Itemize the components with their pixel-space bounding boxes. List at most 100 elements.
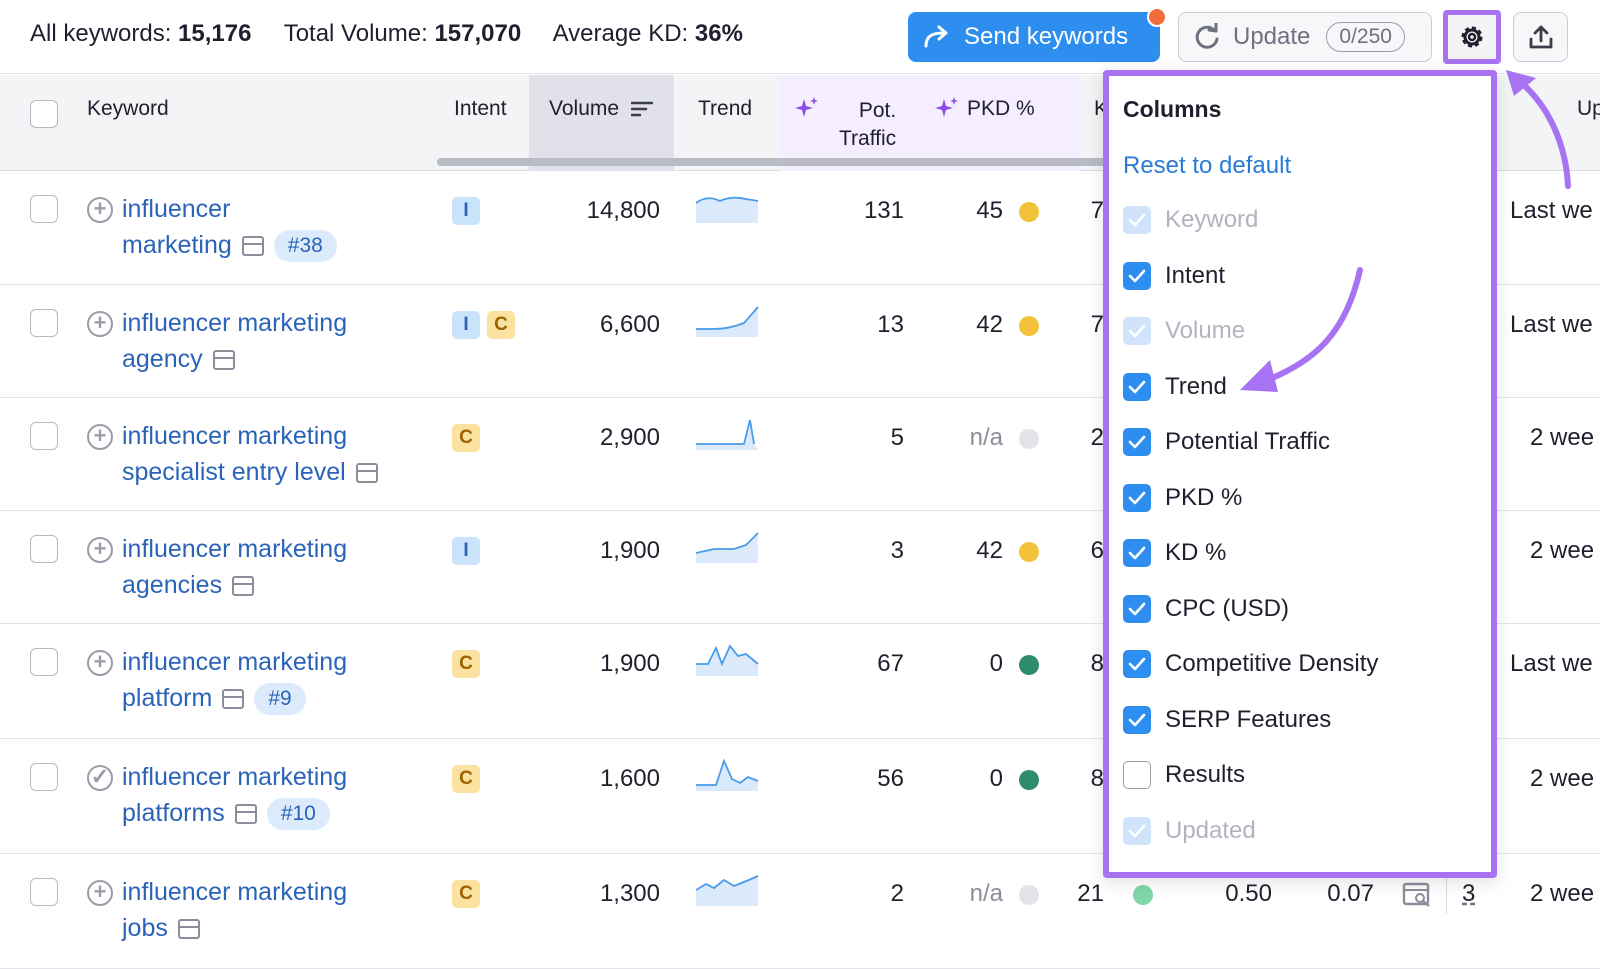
keyword-column-header[interactable]: Keyword <box>87 97 169 120</box>
column-checkbox[interactable] <box>1123 705 1151 734</box>
pot-traffic-value: 5 <box>890 424 904 451</box>
pkd-column-header[interactable]: PKD % <box>967 97 1035 120</box>
export-button[interactable] <box>1513 12 1568 62</box>
column-checkbox[interactable] <box>1123 539 1151 567</box>
column-option[interactable]: Intent <box>1123 261 1225 291</box>
serp-features-icon[interactable] <box>1402 882 1432 908</box>
column-option[interactable]: Trend <box>1123 372 1227 402</box>
pkd-value: n/a <box>969 424 1003 451</box>
column-option-label: Updated <box>1165 816 1256 844</box>
keyword-link[interactable]: influencer marketing specialist entry le… <box>122 418 422 490</box>
table-row: + influencer marketing specialist entry … <box>0 398 1600 511</box>
position-badge: #9 <box>254 683 306 716</box>
column-checkbox[interactable] <box>1123 483 1151 512</box>
keyword-link[interactable]: influencer marketing platforms #10 <box>122 759 422 831</box>
keyword-text-line2: agencies <box>122 571 223 599</box>
add-keyword-icon[interactable]: + <box>87 197 113 223</box>
column-option: Volume <box>1123 316 1245 346</box>
row-checkbox[interactable] <box>30 195 58 223</box>
keyword-link[interactable]: influencer marketing #38 <box>122 191 422 263</box>
row-checkbox[interactable] <box>30 422 58 450</box>
keyword-text-line1: influencer marketing <box>122 878 348 906</box>
column-checkbox[interactable] <box>1123 428 1151 456</box>
serp-snapshot-icon[interactable] <box>212 350 235 371</box>
results-count[interactable]: 3 <box>1462 880 1476 907</box>
trend-column-header[interactable]: Trend <box>698 97 753 120</box>
row-checkbox[interactable] <box>30 763 58 791</box>
volume-header-label: Volume <box>549 97 620 120</box>
column-divider <box>1446 874 1447 914</box>
added-check-icon[interactable]: ✓ <box>87 765 113 791</box>
pkd-value: 45 <box>976 197 1003 224</box>
sort-icon <box>630 102 654 117</box>
add-keyword-icon[interactable]: + <box>87 424 113 450</box>
column-option[interactable]: Results <box>1123 760 1245 790</box>
pkd-value: 42 <box>976 537 1003 564</box>
row-checkbox[interactable] <box>30 878 58 906</box>
column-option-label: CPC (USD) <box>1165 594 1289 622</box>
serp-snapshot-icon[interactable] <box>234 804 257 825</box>
table-row: + influencer marketing agencies I 1,900 3… <box>0 511 1600 624</box>
add-keyword-icon[interactable]: + <box>87 880 113 906</box>
trend-sparkline <box>695 196 759 223</box>
trend-sparkline <box>696 644 759 676</box>
position-badge: #10 <box>266 798 330 831</box>
serp-snapshot-icon[interactable] <box>355 463 378 484</box>
column-option-label: Intent <box>1165 261 1226 289</box>
serp-snapshot-icon[interactable] <box>177 919 200 940</box>
column-option[interactable]: KD % <box>1123 538 1226 568</box>
kd-value: 2 <box>1090 424 1104 451</box>
sparkle-icon <box>935 97 958 117</box>
volume-value: 1,900 <box>599 650 660 677</box>
column-option[interactable]: SERP Features <box>1123 705 1331 735</box>
column-option[interactable]: Competitive Density <box>1123 649 1378 679</box>
update-button[interactable]: Update 0/250 <box>1178 12 1432 62</box>
column-option[interactable]: CPC (USD) <box>1123 594 1289 624</box>
pkd-difficulty-dot <box>1019 542 1039 562</box>
add-keyword-icon[interactable]: + <box>87 650 113 676</box>
send-keywords-button[interactable]: Send keywords <box>908 7 1167 62</box>
column-checkbox <box>1123 206 1151 234</box>
updated-column-header[interactable]: Up <box>1577 97 1600 120</box>
serp-snapshot-icon[interactable] <box>222 689 245 710</box>
intent-badge: I <box>452 311 480 339</box>
row-checkbox[interactable] <box>30 309 58 337</box>
keyword-link[interactable]: influencer marketing platform #9 <box>122 644 422 716</box>
refresh-icon <box>1195 23 1219 49</box>
column-option-label: Volume <box>1165 317 1246 344</box>
reset-to-default-link[interactable]: Reset to default <box>1123 152 1292 179</box>
trend-sparkline <box>695 875 759 906</box>
upload-icon <box>1529 25 1552 49</box>
select-all-checkbox[interactable] <box>30 100 58 128</box>
add-keyword-icon[interactable]: + <box>87 537 113 563</box>
serp-snapshot-icon[interactable] <box>241 236 264 257</box>
volume-column-header[interactable]: Volume <box>549 97 654 121</box>
intent-column-header[interactable]: Intent <box>454 97 507 120</box>
column-checkbox[interactable] <box>1123 372 1151 401</box>
keyword-text-line2: platform <box>122 684 213 712</box>
top-bar: All keywords: 15,176 Total Volume: 157,0… <box>0 0 1600 74</box>
column-checkbox[interactable] <box>1123 650 1151 678</box>
column-checkbox[interactable] <box>1123 594 1151 623</box>
cpc-value: 0.50 <box>1225 880 1272 907</box>
intent-badge: C <box>452 424 480 452</box>
kd-value: 8 <box>1090 650 1104 677</box>
column-option[interactable]: PKD % <box>1123 483 1242 513</box>
pot-traffic-value: 67 <box>877 650 904 677</box>
keyword-link[interactable]: influencer marketing agency <box>122 305 422 377</box>
table-row: + influencer marketing #38 I 14,800 131 45 7… <box>0 171 1600 285</box>
serp-snapshot-icon[interactable] <box>232 576 255 597</box>
column-checkbox[interactable] <box>1123 761 1151 789</box>
pot-traffic-column-header[interactable]: Pot. Traffic <box>839 97 896 153</box>
column-checkbox[interactable] <box>1123 261 1151 290</box>
keyword-link[interactable]: influencer marketing agencies <box>122 531 422 603</box>
add-keyword-icon[interactable]: + <box>87 311 113 337</box>
pot-traffic-value: 2 <box>890 880 904 907</box>
horizontal-scrollbar[interactable] <box>437 158 1107 166</box>
column-option[interactable]: Potential Traffic <box>1123 427 1330 457</box>
volume-value: 14,800 <box>586 197 660 224</box>
row-checkbox[interactable] <box>30 535 58 563</box>
row-checkbox[interactable] <box>30 648 58 676</box>
keyword-link[interactable]: influencer marketing jobs <box>122 874 422 946</box>
column-settings-button[interactable] <box>1443 10 1501 64</box>
